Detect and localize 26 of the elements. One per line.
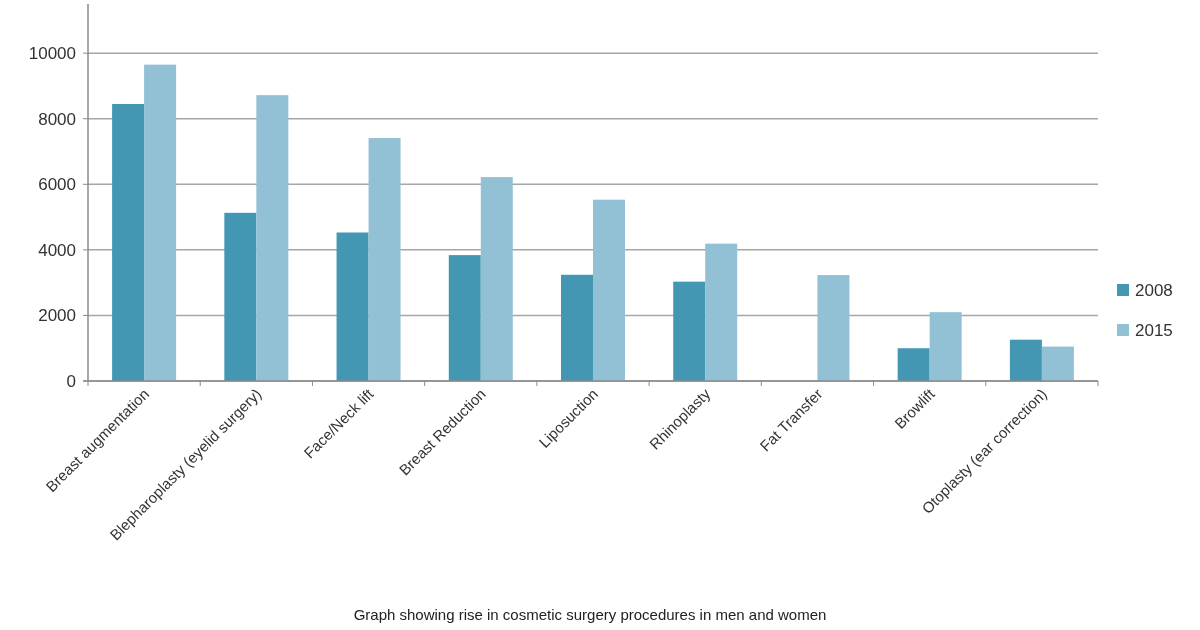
bar [144,64,177,381]
bar [336,232,369,381]
bar [929,312,962,381]
y-tick-label: 10000 [28,44,76,64]
bar [112,103,145,381]
bar [480,177,513,381]
y-tick-label: 6000 [38,175,76,195]
bar [705,243,738,381]
bar [1041,346,1074,381]
y-tick-label: 4000 [38,240,76,260]
bar [561,274,593,381]
bar [817,275,850,381]
bar [1009,339,1042,381]
bar [368,138,401,381]
legend-label: 2015 [1135,320,1173,340]
y-tick-label: 2000 [38,306,76,326]
bar [897,348,930,381]
y-tick-label: 8000 [38,109,76,129]
bar [256,95,289,381]
bar [593,199,625,381]
bar [448,255,481,381]
bar [224,212,257,381]
text: Graph showing rise in cosmetic surgery procedures in men and women [353,606,827,623]
bar [673,281,706,381]
legend-label: 2008 [1135,280,1173,300]
y-tick-label: 0 [66,371,76,391]
